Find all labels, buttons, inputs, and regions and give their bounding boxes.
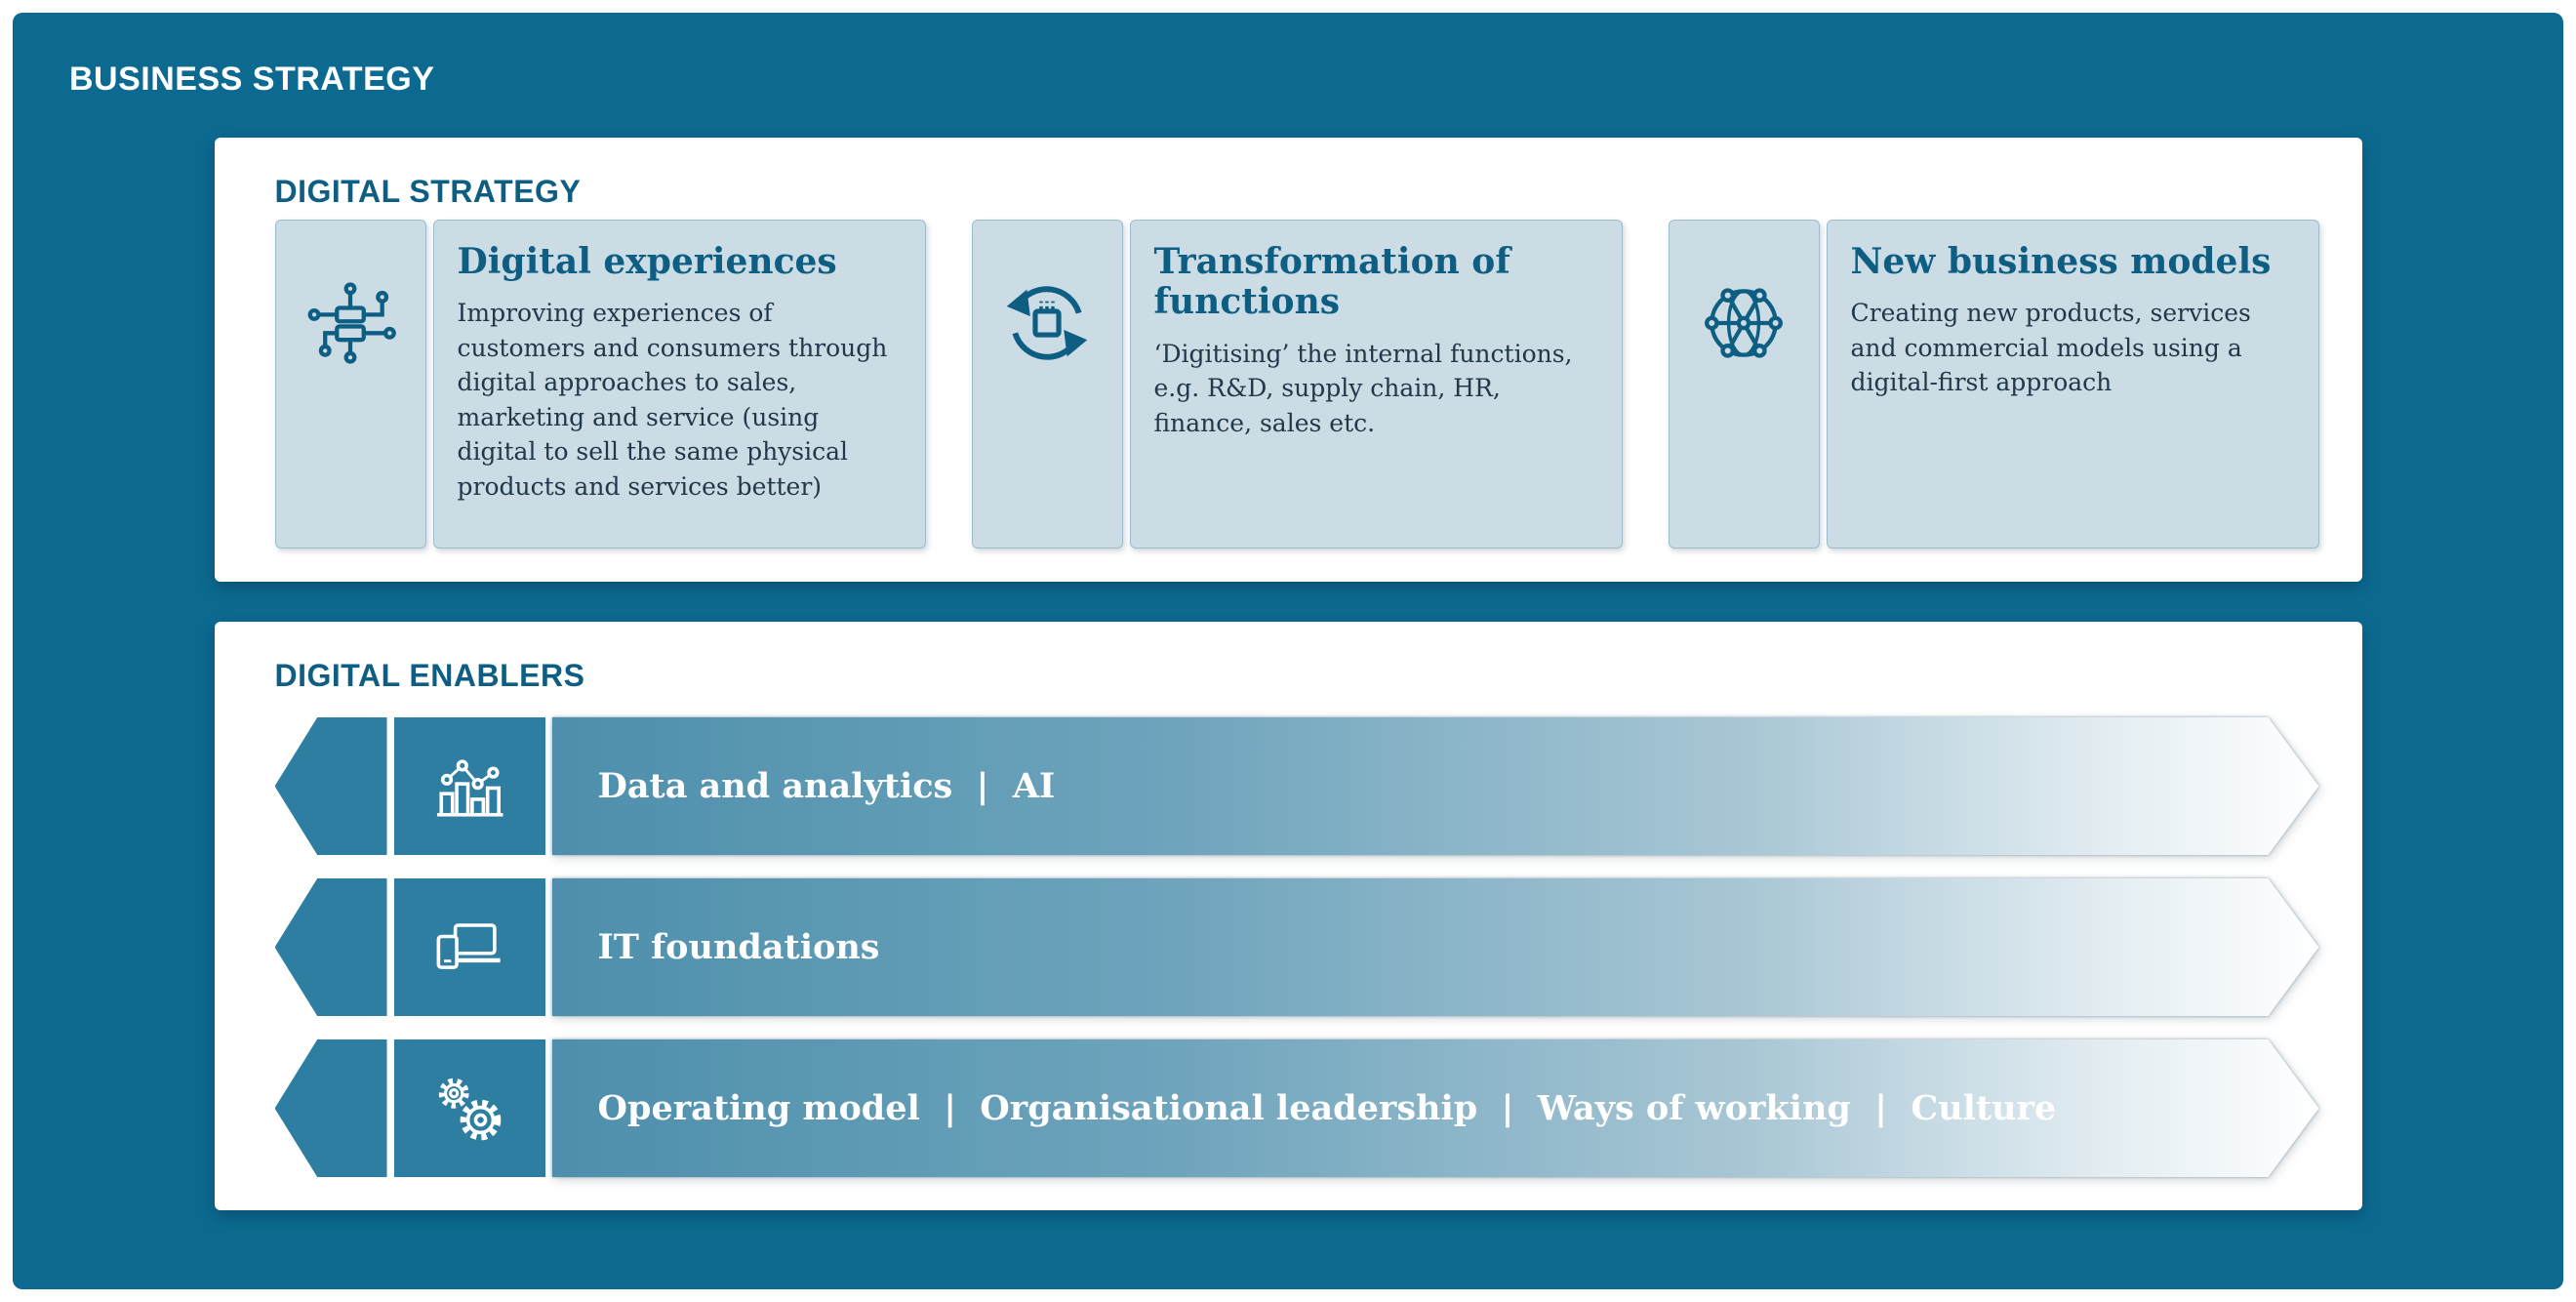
- circuit-icon: [307, 282, 396, 364]
- digital-enablers-rows: Data and analytics | AI: [274, 717, 2319, 1177]
- digital-experiences-card: Digital experiences Improving experience…: [432, 220, 926, 549]
- enabler-row-it-foundations: IT foundations: [274, 878, 2319, 1016]
- digital-experiences-icon-tile: [274, 220, 426, 549]
- business-strategy-frame: BUSINESS STRATEGY DIGITAL STRATEGY: [13, 13, 2563, 1289]
- digital-strategy-cards: Digital experiences Improving experience…: [274, 220, 2319, 549]
- gradient-arrow-bar: IT foundations: [552, 878, 2319, 1016]
- digital-strategy-heading: DIGITAL STRATEGY: [274, 174, 582, 209]
- enabler-label: Operating model | Organisational leaders…: [597, 1088, 2057, 1128]
- bar-chart-icon: [436, 758, 503, 817]
- card-title: Digital experiences: [457, 241, 837, 282]
- gears-icon: [438, 1078, 502, 1140]
- enabler-bar-data-analytics: Data and analytics | AI: [552, 717, 2319, 855]
- left-arrow-cap: [274, 878, 387, 1016]
- enabler-label: IT foundations: [597, 927, 880, 967]
- transformation-icon-tile: [971, 220, 1123, 549]
- it-foundations-icon-box: [393, 878, 545, 1016]
- digital-strategy-panel: DIGITAL STRATEGY: [214, 138, 2362, 582]
- card-body: Improving experiences of customers and c…: [457, 299, 888, 501]
- new-business-models-icon-tile: [1668, 220, 1820, 549]
- card-title: New business models: [1850, 241, 2272, 282]
- card-body: ‘Digitising’ the internal functions, e.g…: [1153, 339, 1573, 437]
- enabler-row-operating-model: Operating model | Organisational leaders…: [274, 1039, 2319, 1177]
- enabler-bar-operating-model: Operating model | Organisational leaders…: [552, 1039, 2319, 1177]
- strategy-card-new-business-models: New business models Creating new product…: [1668, 220, 2319, 549]
- gradient-arrow-bar: Data and analytics | AI: [552, 717, 2319, 855]
- digital-enablers-panel: DIGITAL ENABLERS: [214, 622, 2362, 1210]
- data-analytics-icon-box: [393, 717, 545, 855]
- card-body: Creating new products, services and comm…: [1850, 299, 2251, 397]
- card-title: Transformation of functions: [1153, 241, 1510, 323]
- gradient-arrow-bar: Operating model | Organisational leaders…: [552, 1039, 2319, 1177]
- left-arrow-cap: [274, 1039, 387, 1177]
- business-strategy-title: BUSINESS STRATEGY: [69, 61, 435, 98]
- devices-icon: [436, 922, 501, 969]
- left-arrow-cap: [274, 717, 387, 855]
- enabler-label: Data and analytics | AI: [597, 766, 1056, 806]
- transformation-icon: [1006, 286, 1088, 360]
- new-business-models-card: New business models Creating new product…: [1826, 220, 2319, 549]
- enabler-bar-it-foundations: IT foundations: [552, 878, 2319, 1016]
- transformation-card: Transformation of functions ‘Digitising’…: [1129, 220, 1623, 549]
- strategy-card-digital-experiences: Digital experiences Improving experience…: [274, 220, 926, 549]
- strategy-card-transformation: Transformation of functions ‘Digitising’…: [971, 220, 1623, 549]
- enabler-row-data-analytics: Data and analytics | AI: [274, 717, 2319, 855]
- operating-model-icon-box: [393, 1039, 545, 1177]
- digital-enablers-heading: DIGITAL ENABLERS: [274, 658, 585, 693]
- network-icon: [1705, 288, 1783, 358]
